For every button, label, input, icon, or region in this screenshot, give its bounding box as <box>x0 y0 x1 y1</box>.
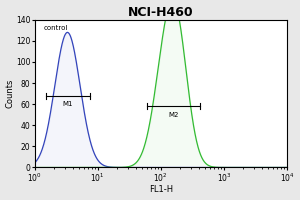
Y-axis label: Counts: Counts <box>6 79 15 108</box>
X-axis label: FL1-H: FL1-H <box>149 185 173 194</box>
Title: NCI-H460: NCI-H460 <box>128 6 194 19</box>
Text: control: control <box>44 25 68 31</box>
Text: M1: M1 <box>63 101 73 107</box>
Text: M2: M2 <box>168 112 178 118</box>
